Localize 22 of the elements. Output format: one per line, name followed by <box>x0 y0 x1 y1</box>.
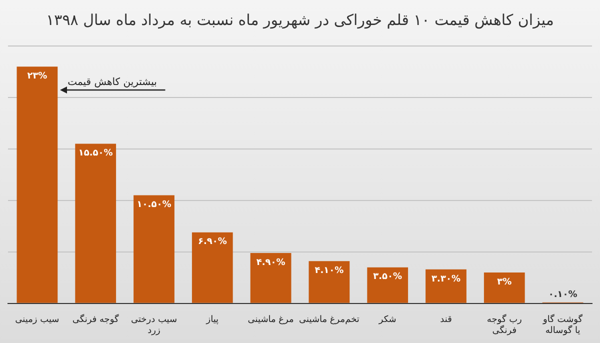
data-label: ۴.۹۰% <box>256 258 286 268</box>
data-label: ۲۳% <box>27 71 48 82</box>
data-label: ۴.۱۰% <box>314 266 344 276</box>
x-tick-label: تخم‌مرغ ماشینی <box>299 315 360 326</box>
x-tick-label: پیاز <box>205 315 220 326</box>
x-tick-label: سیب زمینی <box>15 315 60 326</box>
x-tick-label: گوجه فرنگی <box>72 313 120 326</box>
data-label: ۰.۱۰% <box>548 290 578 300</box>
data-label: ۳.۳۰% <box>432 274 460 284</box>
x-tick-label: شکر <box>378 315 396 326</box>
x-tick-label: مرغ ماشینی <box>248 315 294 326</box>
x-tick-label: گوشت گاو یا گوساله <box>542 313 584 336</box>
data-label: ۳% <box>497 277 512 288</box>
x-tick-label: قند <box>440 315 452 326</box>
data-label: ۱۵.۵۰% <box>78 148 113 159</box>
chart-title: میزان کاهش قیمت ۱۰ قلم خوراکی در شهریور ماه نسبت به مرداد ماه سال ۱۳۹۸ <box>46 10 554 29</box>
x-tick-label: سیب درختی زرد <box>130 315 178 336</box>
data-label: ۳.۵۰% <box>373 272 402 282</box>
data-label: ۶.۹۰% <box>198 237 227 248</box>
x-tick-label: رب گوجه فرنگی <box>486 313 522 336</box>
annotation: بیشترین کاهش قیمت <box>68 76 157 88</box>
data-label: ۱۰.۵۰% <box>136 200 172 210</box>
